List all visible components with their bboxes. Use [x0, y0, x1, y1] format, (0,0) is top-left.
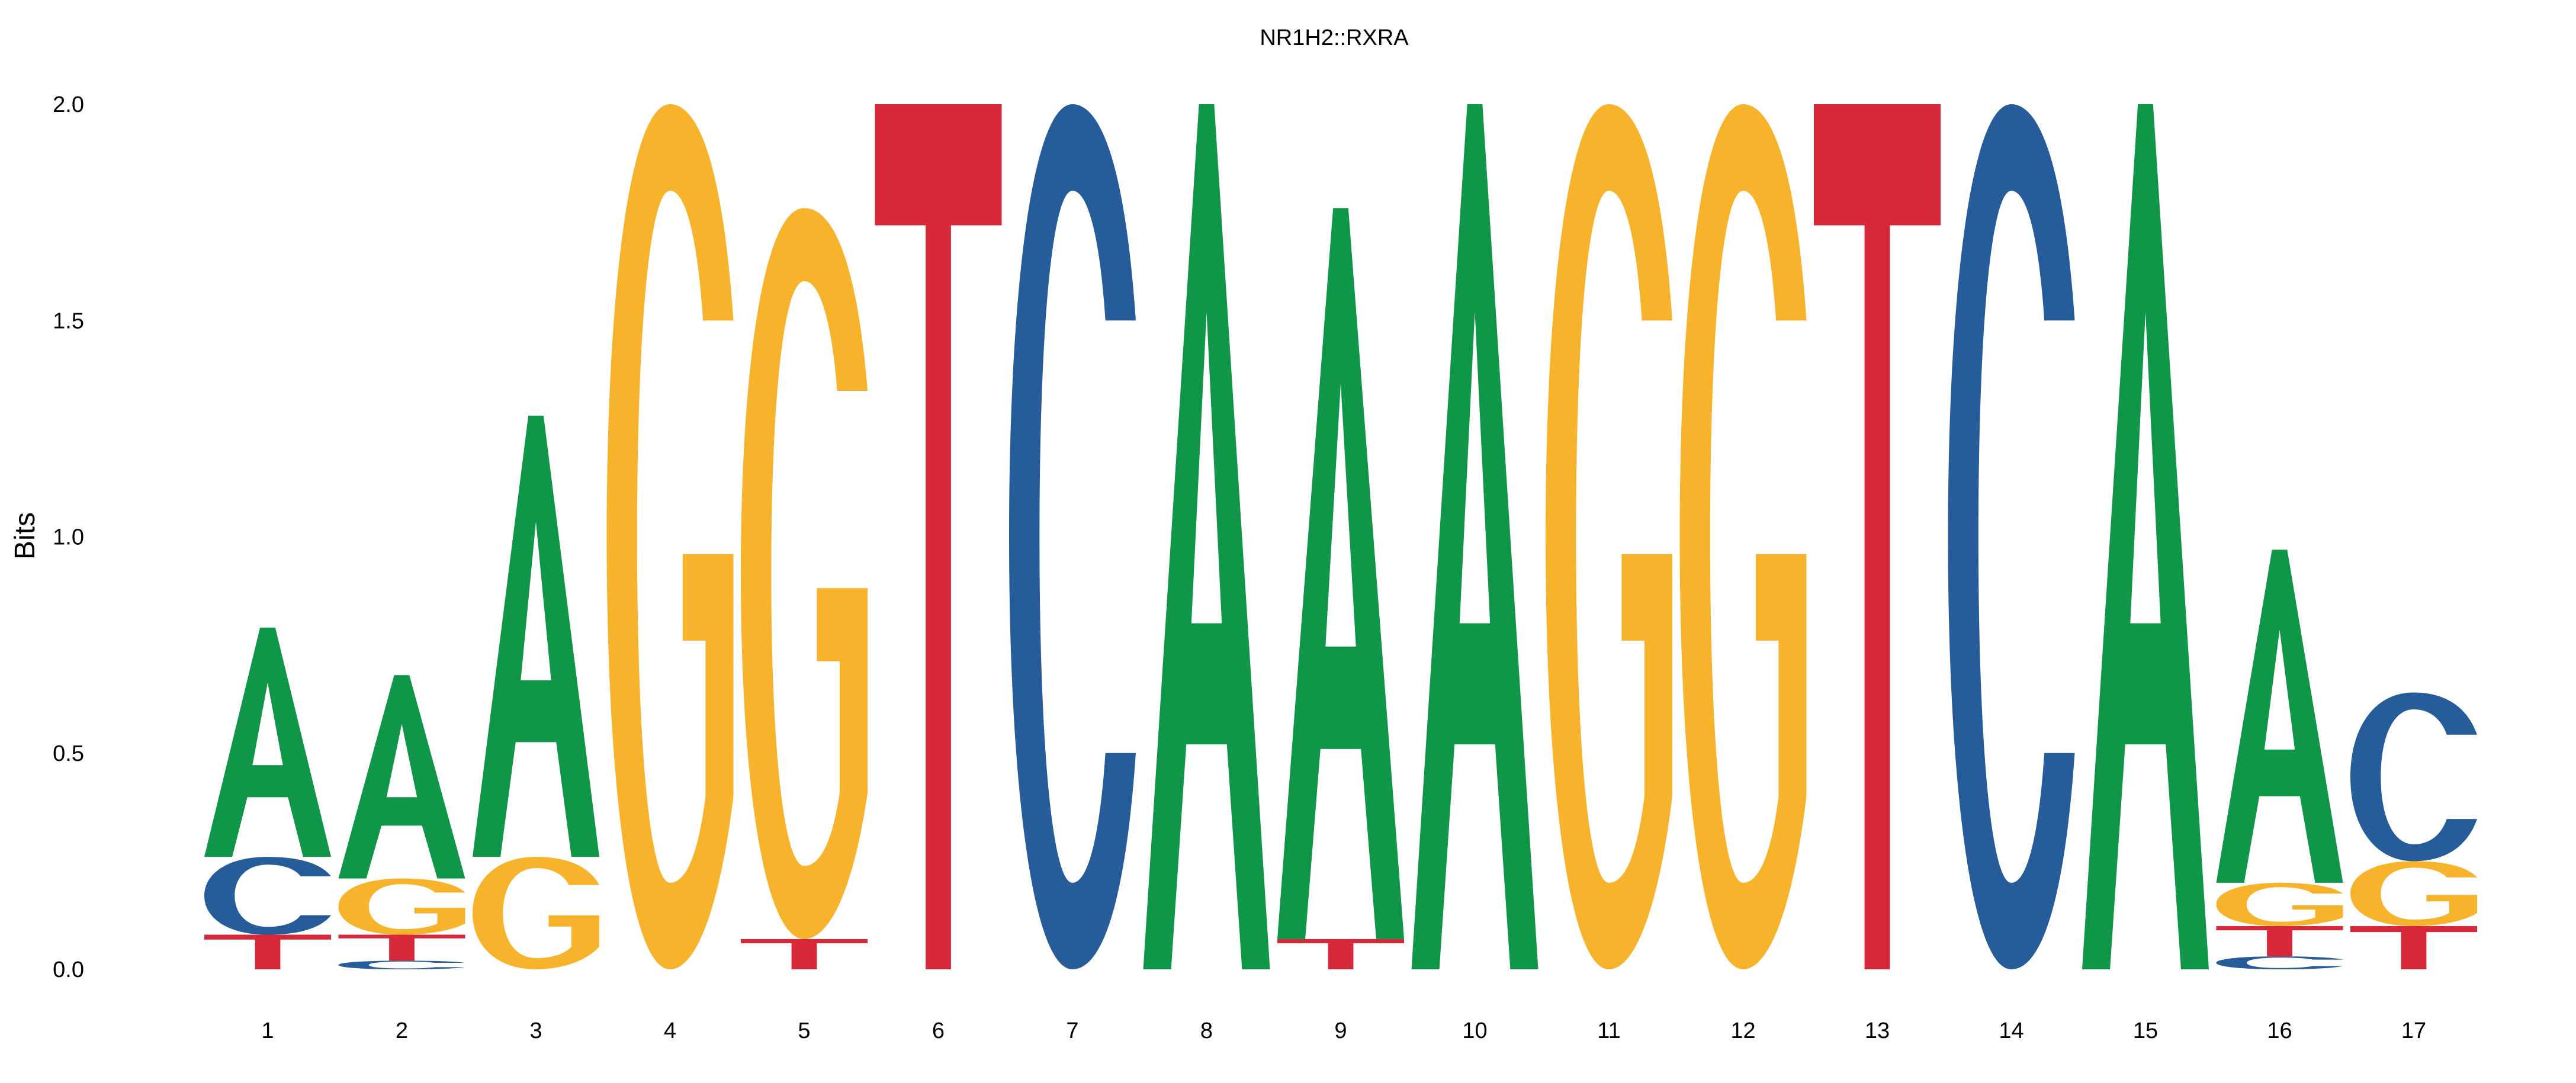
x-position-label: 15 [2133, 1018, 2158, 1043]
logo-letter-a-pos-2 [338, 675, 465, 879]
logo-letter-t-pos-17 [2350, 925, 2477, 969]
x-position-label: 4 [664, 1018, 676, 1043]
logo-letter-t-pos-6 [875, 104, 1002, 969]
x-position-label: 13 [1865, 1018, 1890, 1043]
y-tick-label: 0.0 [53, 957, 84, 982]
logo-letter-c-pos-14 [1948, 104, 2075, 969]
logo-letter-g-pos-3 [473, 857, 599, 969]
logo-letter-c-pos-2 [338, 960, 465, 969]
x-position-label: 17 [2401, 1018, 2426, 1043]
x-position-label: 12 [1730, 1018, 1755, 1043]
logo-letter-g-pos-12 [1679, 104, 1807, 969]
logo-letter-c-pos-16 [2216, 956, 2343, 969]
x-axis-position-labels: 1 2 3 4 5 6 7 8 9 10 11 12 13 14 15 16 17 [261, 1018, 2426, 1043]
logo-letter-t-pos-9 [1277, 939, 1404, 969]
x-position-label: 8 [1200, 1018, 1213, 1043]
logo-letter-g-pos-11 [1546, 104, 1672, 969]
y-tick-label: 1.5 [53, 308, 84, 333]
x-position-label: 10 [1462, 1018, 1487, 1043]
logo-letter-a-pos-16 [2216, 549, 2343, 883]
y-axis-label: Bits [9, 512, 41, 560]
logo-letter-c-pos-7 [1009, 104, 1136, 969]
logo-letter-a-pos-8 [1143, 104, 1270, 969]
logo-letter-g-pos-17 [2350, 861, 2477, 926]
logo-letter-t-pos-13 [1814, 104, 1941, 969]
logo-letter-g-pos-2 [338, 878, 465, 935]
y-tick-label: 0.5 [53, 741, 84, 766]
y-axis-ticks: 0.0 0.5 1.0 1.5 2.0 [53, 92, 84, 982]
y-tick-label: 2.0 [53, 92, 84, 117]
logo-letter-a-pos-10 [1411, 104, 1538, 969]
x-position-label: 9 [1334, 1018, 1347, 1043]
logo-letter-a-pos-15 [2082, 104, 2209, 969]
x-position-label: 5 [798, 1018, 810, 1043]
y-tick-label: 1.0 [53, 525, 84, 550]
logo-letter-g-pos-4 [606, 104, 734, 969]
x-position-label: 16 [2267, 1018, 2292, 1043]
x-position-label: 2 [396, 1018, 408, 1043]
logo-letter-c-pos-1 [204, 857, 331, 935]
x-position-label: 6 [932, 1018, 945, 1043]
chart-title: NR1H2::RXRA [1260, 25, 1409, 50]
logo-letter-t-pos-5 [741, 939, 868, 969]
logo-letter-a-pos-1 [204, 627, 331, 857]
x-position-label: 3 [529, 1018, 542, 1043]
x-position-label: 1 [261, 1018, 274, 1043]
x-position-label: 14 [1999, 1018, 2023, 1043]
logo-letter-t-pos-2 [338, 934, 465, 961]
logo-letter-t-pos-1 [204, 934, 331, 969]
logo-letter-c-pos-17 [2350, 692, 2477, 862]
logo-letter-g-pos-16 [2216, 882, 2343, 926]
logo-letter-g-pos-5 [741, 208, 868, 939]
x-position-label: 7 [1066, 1018, 1078, 1043]
logo-stacks [204, 104, 2477, 969]
logo-letter-a-pos-3 [473, 415, 599, 857]
x-position-label: 11 [1597, 1018, 1620, 1043]
logo-letter-t-pos-16 [2216, 925, 2343, 957]
logo-letter-a-pos-9 [1277, 208, 1404, 939]
